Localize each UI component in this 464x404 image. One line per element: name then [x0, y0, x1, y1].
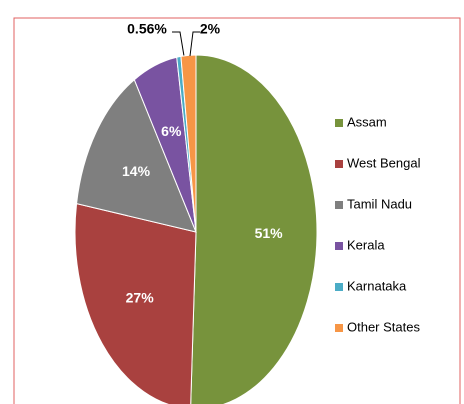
data-label: 27%: [126, 290, 155, 306]
legend-label: Other States: [347, 319, 420, 334]
legend-label: Tamil Nadu: [347, 196, 412, 211]
legend-label: West Bengal: [347, 155, 421, 170]
legend-label: Karnataka: [347, 278, 407, 293]
data-label: 51%: [255, 225, 284, 241]
data-label: 14%: [122, 163, 151, 179]
pie-slice: [76, 78, 197, 233]
data-label: 2%: [200, 21, 221, 37]
data-label: 6%: [161, 123, 182, 139]
legend-label: Kerala: [347, 237, 385, 252]
legend-swatch: [335, 324, 343, 332]
leader-line: [189, 31, 200, 57]
legend-swatch: [335, 242, 343, 250]
pie-slice: [190, 54, 318, 404]
chart-frame: [13, 17, 461, 404]
legend-swatch: [335, 201, 343, 209]
legend-label: Assam: [347, 114, 387, 129]
legend-swatch: [335, 119, 343, 127]
leader-line: [172, 31, 185, 57]
data-label: 0.56%: [127, 21, 167, 37]
legend-swatch: [335, 283, 343, 291]
legend-swatch: [335, 160, 343, 168]
pie-slice: [180, 54, 197, 233]
